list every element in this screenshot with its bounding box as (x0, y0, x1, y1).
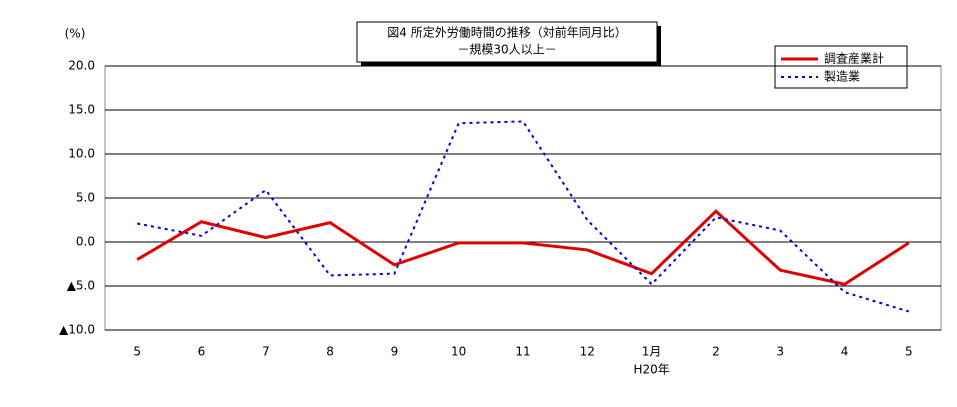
x-tick-label: 3 (776, 345, 784, 359)
x-tick-label: 6 (198, 345, 206, 359)
x-tick-label: 4 (841, 345, 849, 359)
legend-label: 製造業 (824, 70, 860, 84)
title-box (356, 21, 658, 63)
series-line (136, 209, 910, 286)
y-tick-label: ▲10.0 (59, 323, 95, 337)
y-tick-label: 5.0 (76, 191, 95, 205)
x-tick-label: 2 (712, 345, 720, 359)
legend-box (774, 45, 908, 89)
x-tick-label: 5 (905, 345, 913, 359)
y-axis-label: (%) (65, 27, 86, 41)
chart-subtitle: －規模30人以上－ (457, 42, 556, 57)
x-tick-label: 8 (326, 345, 334, 359)
y-tick-label: ▲5.0 (67, 279, 95, 293)
y-tick-label: 10.0 (68, 147, 95, 161)
y-tick-label: 0.0 (76, 235, 95, 249)
y-tick-label: 20.0 (68, 59, 95, 73)
legend-label: 調査産業計 (824, 51, 884, 66)
x-tick-label: 12 (580, 345, 595, 359)
x-tick-label: 11 (515, 345, 530, 359)
x-tick-label: 10 (451, 345, 466, 359)
x-tick-label: 5 (133, 345, 141, 359)
x-annotation: H20年 (633, 363, 669, 377)
series-line (136, 120, 910, 313)
x-tick-label: 1月 (642, 345, 662, 359)
x-tick-label: 7 (262, 345, 270, 359)
chart-title: 図4 所定外労働時間の推移（対前年同月比） (387, 25, 626, 40)
x-tick-label: 9 (391, 345, 399, 359)
y-tick-label: 15.0 (68, 103, 95, 117)
